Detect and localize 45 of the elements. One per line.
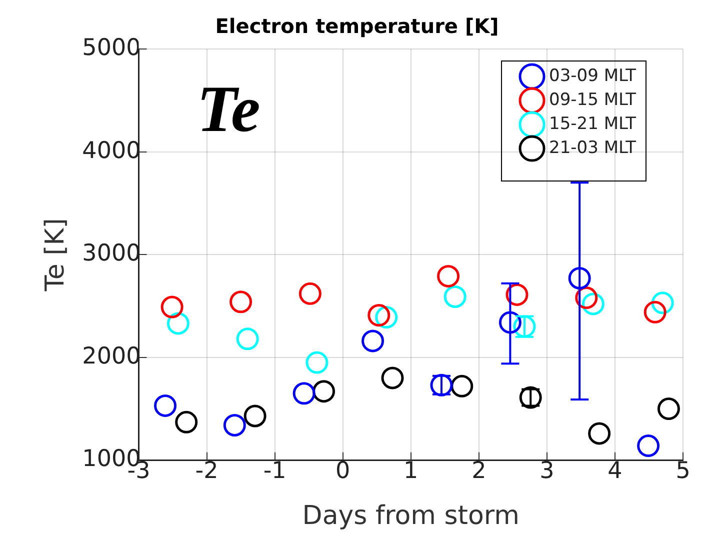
point	[437, 264, 460, 288]
legend-label: 15-21 MLT	[549, 114, 637, 134]
x-tick-label: -2	[195, 458, 218, 484]
x-tick-label: 3	[540, 458, 554, 484]
legend-label: 21-03 MLT	[549, 138, 637, 158]
y-tick-label: 4000	[82, 138, 141, 164]
point	[306, 351, 328, 374]
point	[230, 290, 252, 314]
point	[292, 382, 316, 405]
y-axis-title: Te [K]	[40, 218, 70, 292]
point	[160, 296, 184, 318]
x-tick-label: 5	[676, 458, 690, 484]
point	[244, 404, 266, 428]
legend-label: 09-15 MLT	[549, 90, 637, 110]
point	[154, 394, 177, 417]
point	[498, 311, 522, 334]
point	[368, 304, 390, 326]
point	[236, 328, 259, 350]
point	[651, 292, 674, 314]
point	[362, 330, 384, 352]
chart-title: Electron temperature [K]	[215, 14, 499, 38]
y-tick-label: 3000	[82, 240, 141, 267]
legend-label: 03-09 MLT	[549, 66, 637, 86]
x-tick-label: 1	[404, 458, 418, 484]
point	[588, 422, 611, 445]
point	[450, 374, 474, 398]
x-tick-label: -1	[263, 458, 286, 484]
x-axis-title: Days from storm	[302, 501, 520, 532]
y-tick-label: 5000	[82, 34, 141, 61]
point	[506, 283, 528, 306]
x-tick-label: 0	[336, 458, 350, 484]
y-tick-label: 2000	[82, 343, 141, 370]
point	[444, 286, 466, 308]
point	[223, 414, 246, 436]
point	[298, 282, 322, 305]
annotation: Te	[196, 73, 260, 146]
point	[381, 366, 404, 390]
x-tick-label: 2	[472, 458, 486, 484]
x-tick-label: 4	[608, 458, 622, 484]
point	[644, 300, 666, 324]
point	[568, 266, 591, 290]
point	[637, 434, 660, 458]
point	[175, 410, 198, 434]
point	[582, 292, 604, 316]
point	[657, 398, 680, 420]
